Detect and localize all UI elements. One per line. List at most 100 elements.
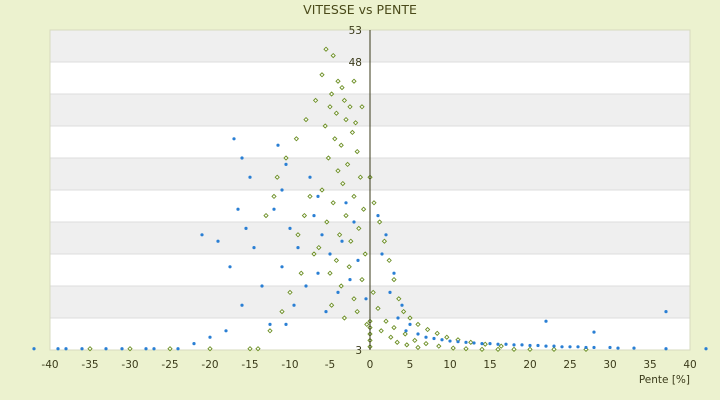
data-point (343, 116, 349, 123)
data-point (224, 329, 228, 333)
data-point (463, 346, 469, 352)
x-axis-title: Pente [%] (639, 374, 690, 386)
series-2 (32, 137, 708, 351)
data-point (511, 346, 517, 352)
data-point (352, 120, 359, 126)
data-point (240, 156, 244, 160)
data-point (232, 137, 236, 141)
x-tick-label: 10 (443, 359, 456, 371)
data-point (304, 284, 308, 288)
data-point (412, 337, 418, 344)
data-point (240, 303, 244, 307)
data-point (391, 276, 397, 283)
data-point (307, 193, 313, 200)
data-point (311, 251, 317, 257)
x-tick-label: -25 (161, 359, 178, 371)
series-1 (87, 46, 589, 352)
data-point (287, 289, 293, 296)
data-point (319, 72, 325, 78)
data-point (127, 346, 133, 352)
data-point (576, 345, 580, 349)
data-point (504, 342, 508, 346)
data-point (325, 155, 332, 161)
data-point (357, 174, 364, 180)
data-point (544, 344, 548, 348)
data-point (335, 168, 341, 174)
data-point (316, 194, 320, 198)
data-point (415, 321, 421, 328)
data-point (386, 257, 392, 264)
data-point (192, 342, 196, 346)
data-point (104, 347, 108, 351)
data-point (252, 246, 256, 250)
x-tick-label: -35 (81, 359, 98, 371)
data-point (80, 347, 84, 351)
data-point (120, 347, 124, 351)
data-point (344, 161, 351, 168)
data-point (336, 290, 340, 294)
data-point (560, 345, 564, 349)
data-point (276, 143, 280, 147)
data-point (432, 336, 436, 341)
data-point (664, 347, 668, 351)
data-point (324, 310, 328, 314)
data-point (340, 180, 346, 187)
x-tick-label: 40 (683, 359, 696, 371)
data-point (327, 104, 333, 110)
data-point (440, 338, 444, 342)
data-point (356, 258, 360, 262)
data-point (388, 334, 394, 340)
data-point (327, 270, 333, 276)
data-point (392, 271, 396, 275)
data-point (303, 116, 309, 123)
data-point (274, 174, 280, 180)
data-point (308, 175, 312, 179)
data-point (320, 233, 324, 237)
data-point (444, 334, 450, 340)
data-point (324, 219, 330, 225)
data-point (364, 297, 368, 301)
data-point (371, 200, 377, 206)
data-point (520, 343, 524, 347)
data-point (415, 344, 421, 351)
data-point (468, 339, 474, 345)
data-point (279, 308, 285, 315)
data-point (144, 347, 148, 351)
data-point (284, 162, 288, 166)
x-tick-label: -40 (41, 359, 58, 371)
data-point (260, 284, 264, 288)
data-point (322, 123, 328, 129)
data-point (495, 346, 501, 352)
data-point (394, 339, 400, 345)
data-point (272, 207, 276, 211)
data-point (152, 347, 156, 351)
data-point (424, 335, 428, 339)
data-point (323, 46, 329, 52)
data-point (336, 232, 343, 238)
data-point (362, 251, 368, 257)
data-points (32, 46, 708, 352)
y-tick-label: 3 (355, 345, 362, 357)
x-tick-label: -30 (121, 359, 138, 371)
data-point (407, 315, 413, 321)
data-point (236, 207, 240, 211)
data-point (87, 346, 93, 352)
x-tick-label: 5 (407, 359, 414, 371)
data-point (295, 232, 301, 238)
data-point (271, 193, 277, 200)
data-point (536, 343, 540, 348)
data-point (360, 206, 367, 212)
data-point (330, 52, 336, 59)
data-point (333, 257, 340, 264)
data-point (283, 155, 289, 161)
data-point (338, 142, 344, 148)
data-point (263, 212, 269, 219)
data-point (479, 346, 485, 352)
data-point (424, 326, 431, 333)
data-point (552, 344, 556, 348)
data-point (348, 278, 352, 282)
data-point (378, 328, 384, 334)
x-tick-label: -10 (281, 359, 298, 371)
data-point (288, 226, 292, 230)
